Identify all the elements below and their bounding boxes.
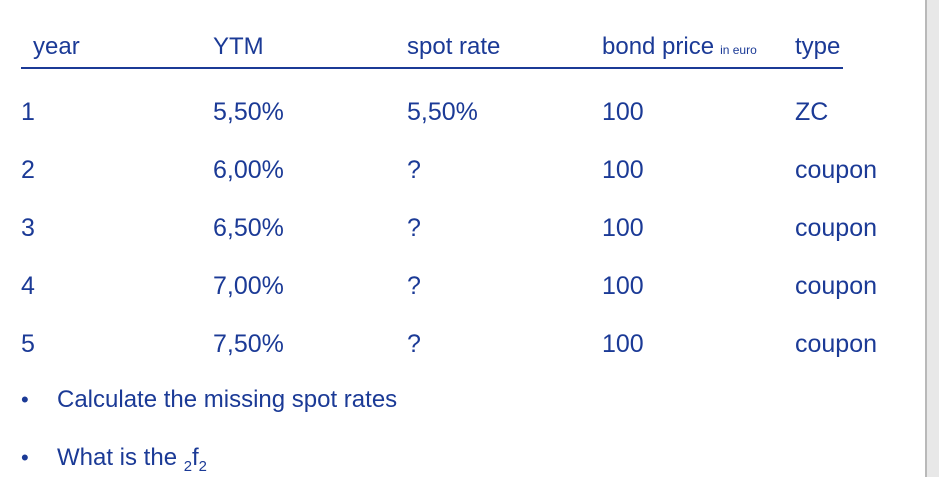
cell-ytm: 6,00% [213, 156, 284, 184]
cell-year: 2 [21, 156, 35, 184]
table-row: 2 6,00% ? 100 coupon [21, 155, 877, 213]
rates-table: year YTM spot rate bond price in euro typ… [21, 34, 877, 387]
list-item: • Calculate the missing spot rates [21, 385, 397, 415]
list-item: • What is the 2f2 [21, 443, 397, 475]
cell-bond-price: 100 [602, 330, 644, 358]
forward-rate-post-subscript: 2 [198, 458, 207, 475]
window-edge-strip [925, 0, 939, 477]
table-header-row: year YTM spot rate bond price in euro typ… [21, 34, 843, 69]
bullet-text-spot-rates: Calculate the missing spot rates [57, 386, 398, 413]
column-header-ytm: YTM [213, 33, 264, 60]
table-row: 3 6,50% ? 100 coupon [21, 213, 877, 271]
bond-price-label: bond price [602, 33, 715, 60]
cell-ytm: 5,50% [213, 98, 284, 126]
cell-year: 1 [21, 98, 35, 126]
cell-spot-rate: ? [407, 214, 421, 242]
table-row: 4 7,00% ? 100 coupon [21, 271, 877, 329]
bullet-text-forward-rate: What is the 2f2 [57, 443, 207, 475]
cell-bond-price: 100 [602, 214, 644, 242]
cell-type: coupon [795, 272, 878, 300]
cell-year: 3 [21, 214, 35, 242]
cell-spot-rate: ? [407, 156, 421, 184]
column-header-year: year [33, 33, 80, 60]
cell-year: 4 [21, 272, 35, 300]
table-row: 1 5,50% 5,50% 100 ZC [21, 97, 843, 155]
cell-type: coupon [795, 330, 878, 358]
table-row: 5 7,50% ? 100 coupon [21, 329, 877, 387]
cell-type: ZC [795, 98, 829, 126]
bond-price-unit-label: in euro [720, 43, 757, 57]
table-body: 1 5,50% 5,50% 100 ZC 2 6,00% ? 100 coupo… [21, 97, 877, 387]
cell-bond-price: 100 [602, 98, 644, 126]
bullet-icon: • [21, 445, 29, 470]
column-header-spot-rate: spot rate [407, 33, 501, 60]
cell-spot-rate: 5,50% [407, 98, 478, 126]
cell-ytm: 7,50% [213, 330, 284, 358]
cell-year: 5 [21, 330, 35, 358]
task-bullet-list: • Calculate the missing spot rates • Wha… [21, 385, 397, 501]
cell-type: coupon [795, 156, 878, 184]
cell-bond-price: 100 [602, 156, 644, 184]
slide-canvas: year YTM spot rate bond price in euro typ… [21, 0, 939, 477]
forward-rate-prefix: What is the [57, 444, 184, 471]
column-header-type: type [795, 33, 841, 60]
column-header-bond-price: bond price in euro [602, 34, 795, 63]
bullet-icon: • [21, 387, 29, 412]
cell-ytm: 6,50% [213, 214, 284, 242]
cell-bond-price: 100 [602, 272, 644, 300]
cell-spot-rate: ? [407, 330, 421, 358]
forward-rate-symbol: f [192, 444, 199, 471]
forward-rate-pre-subscript: 2 [183, 458, 192, 475]
cell-ytm: 7,00% [213, 272, 284, 300]
cell-spot-rate: ? [407, 272, 421, 300]
cell-type: coupon [795, 214, 878, 242]
